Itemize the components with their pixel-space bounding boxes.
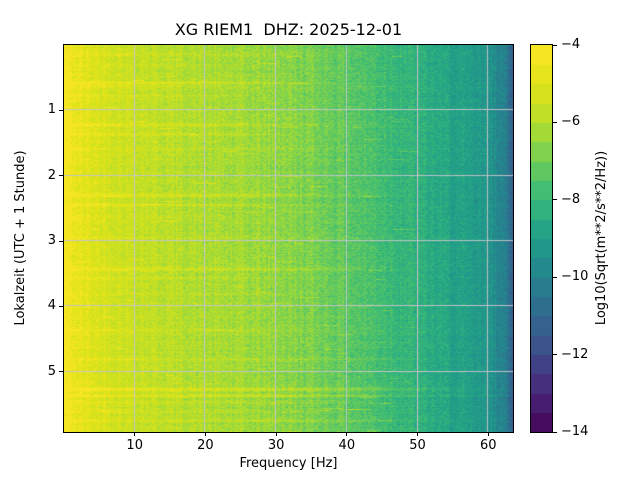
colorbar-tick-label: −8: [561, 191, 581, 207]
colorbar-tick-mark: [553, 44, 557, 46]
colorbar-tick-mark: [553, 199, 557, 201]
colorbar-tick-label: −14: [561, 424, 589, 439]
y-tick-label: 5: [47, 363, 56, 379]
colorbar-tick-mark: [553, 431, 557, 433]
x-tick-label: 30: [267, 438, 285, 453]
chart-title: XG RIEM1 DHZ: 2025-12-01: [174, 20, 403, 39]
y-tick-label: 2: [47, 167, 56, 183]
y-tick-label: 4: [47, 298, 56, 314]
colorbar-tick-mark: [553, 354, 557, 356]
x-tick-label: 50: [409, 438, 426, 453]
colorbar-tick-label: −6: [561, 114, 581, 130]
colorbar: [530, 44, 553, 433]
spectrogram-plot: [63, 44, 514, 433]
y-axis-label: Lokalzeit (UTC + 1 Stunde): [13, 150, 28, 326]
x-tick-label: 40: [338, 438, 356, 453]
colorbar-tick-label: −10: [561, 269, 589, 285]
colorbar-tick-label: −12: [561, 346, 589, 362]
colorbar-label: Log10(Sqrt(m**2/s**2/Hz)): [594, 150, 609, 326]
x-tick-label: 60: [479, 438, 497, 453]
x-tick-label: 20: [197, 438, 214, 453]
colorbar-tick-mark: [553, 276, 557, 278]
y-tick-label: 3: [47, 233, 56, 249]
x-axis-label: Frequency [Hz]: [239, 456, 338, 471]
colorbar-tick-label: −4: [561, 37, 581, 52]
x-tick-label: 10: [126, 438, 143, 453]
y-tick-label: 1: [47, 102, 56, 118]
colorbar-canvas: [531, 45, 552, 432]
spectrogram-canvas: [64, 45, 513, 432]
colorbar-tick-mark: [553, 121, 557, 123]
